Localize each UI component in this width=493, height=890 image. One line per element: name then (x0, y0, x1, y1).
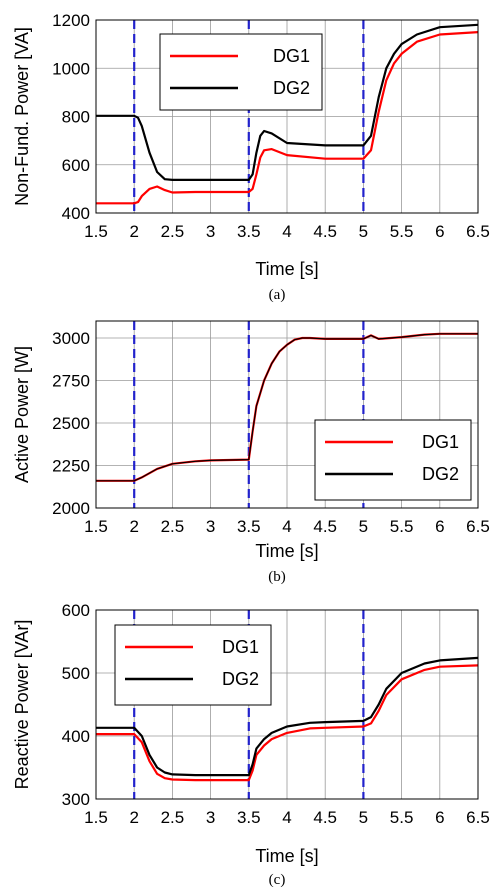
chart-3-x-axis-label: Time [s] (255, 846, 318, 866)
chart-1-legend-label-dg1: DG1 (273, 46, 310, 66)
chart-1-y-axis-label: Non-Fund. Power [VA] (12, 27, 32, 206)
chart-2-x-tick-label: 5 (359, 517, 368, 536)
chart-3-x-tick-label: 2.5 (161, 808, 185, 827)
chart-1-y-tick-label: 400 (62, 204, 90, 223)
chart-1-x-tick-label: 4 (282, 222, 291, 241)
chart-2-caption: (b) (268, 569, 286, 585)
chart-1-x-tick-label: 1.5 (84, 222, 108, 241)
chart-2-x-tick-label: 5.5 (390, 517, 414, 536)
chart-1-y-tick-label: 800 (62, 108, 90, 127)
chart-2-series-dg2 (96, 333, 478, 482)
chart-3-y-tick-label: 500 (62, 664, 90, 683)
chart-3-x-tick-label: 2 (129, 808, 138, 827)
chart-3-y-tick-label: 400 (62, 727, 90, 746)
chart-3-legend-label-dg2: DG2 (222, 669, 259, 689)
chart-3-y-axis-label: Reactive Power [VAr] (12, 620, 32, 790)
chart-3: 1.5 2 2.5 3 3.5 4 4.5 5 5.5 6 6.5 300 400 500 600 Time … (12, 601, 490, 888)
chart-2-x-tick-label: 2.5 (161, 517, 185, 536)
chart-1-axes-frame (95, 19, 479, 214)
chart-3-x-tick-label: 3 (206, 808, 215, 827)
chart-3-series-dg2 (96, 656, 479, 777)
chart-1-x-tick-label: 2 (129, 222, 138, 241)
chart-1-x-tick-label: 3 (206, 222, 215, 241)
chart-2-y-tick-label: 2750 (52, 372, 90, 391)
chart-1-series-dg1 (96, 31, 479, 205)
chart-3-x-tick-label: 5 (359, 808, 368, 827)
chart-3-x-tick-label: 4.5 (313, 808, 337, 827)
chart-1-y-tick-label: 1000 (52, 59, 90, 78)
chart-3-series-dg1 (96, 664, 479, 782)
chart-2: 1.5 2 2.5 3 3.5 4 4.5 5 5.5 6 6.5 2000 2250 2500 2750 3… (12, 320, 490, 585)
chart-3-x-tick-label: 6.5 (466, 808, 490, 827)
chart-2-y-axis-label: Active Power [W] (12, 346, 32, 483)
chart-1-x-tick-label: 5 (359, 222, 368, 241)
chart-1-legend-label-dg2: DG2 (273, 78, 310, 98)
chart-2-legend-label-dg2: DG2 (422, 464, 459, 484)
chart-1: 1.5 2 2.5 3 3.5 4 4.5 5 5.5 6 6.5 400 600 800 1000 1200… (12, 11, 490, 303)
chart-2-x-tick-label: 6 (435, 517, 444, 536)
chart-1-x-tick-label: 4.5 (313, 222, 337, 241)
chart-2-legend (314, 419, 472, 501)
chart-2-x-tick-label: 3 (206, 517, 215, 536)
chart-3-x-tick-label: 4 (282, 808, 291, 827)
chart-1-series-dg2 (96, 23, 479, 181)
chart-2-axes-frame (95, 320, 479, 509)
chart-2-x-tick-label: 4.5 (313, 517, 337, 536)
chart-1-caption: (a) (269, 287, 286, 303)
chart-1-x-tick-label: 2.5 (161, 222, 185, 241)
chart-1-y-tick-label: 600 (62, 156, 90, 175)
chart-3-x-tick-label: 6 (435, 808, 444, 827)
chart-3-caption: (c) (269, 872, 286, 888)
chart-2-y-tick-label: 2000 (52, 499, 90, 518)
chart-1-x-tick-label: 6 (435, 222, 444, 241)
chart-2-x-axis-label: Time [s] (255, 541, 318, 561)
chart-1-y-tick-label: 1200 (52, 11, 90, 30)
chart-2-x-tick-label: 3.5 (237, 517, 261, 536)
chart-3-legend (114, 624, 272, 706)
chart-3-y-tick-label: 300 (62, 790, 90, 809)
chart-2-x-tick-label: 2 (129, 517, 138, 536)
chart-1-x-axis-label: Time [s] (255, 259, 318, 279)
chart-3-x-tick-label: 5.5 (390, 808, 414, 827)
chart-1-legend (159, 33, 323, 111)
chart-3-y-tick-label: 600 (62, 601, 90, 620)
chart-3-x-tick-label: 1.5 (84, 808, 108, 827)
chart-2-y-tick-label: 2250 (52, 457, 90, 476)
chart-2-y-tick-label: 2500 (52, 414, 90, 433)
chart-3-axes-frame (95, 609, 479, 800)
chart-2-y-tick-label: 3000 (52, 329, 90, 348)
chart-1-x-tick-label: 6.5 (466, 222, 490, 241)
chart-3-legend-label-dg1: DG1 (222, 637, 259, 657)
chart-1-x-tick-label: 5.5 (390, 222, 414, 241)
chart-2-x-tick-label: 4 (282, 517, 291, 536)
chart-2-x-tick-label: 6.5 (466, 517, 490, 536)
chart-1-x-tick-label: 3.5 (237, 222, 261, 241)
chart-3-x-tick-label: 3.5 (237, 808, 261, 827)
chart-2-x-tick-label: 1.5 (84, 517, 108, 536)
chart-2-legend-label-dg1: DG1 (422, 432, 459, 452)
